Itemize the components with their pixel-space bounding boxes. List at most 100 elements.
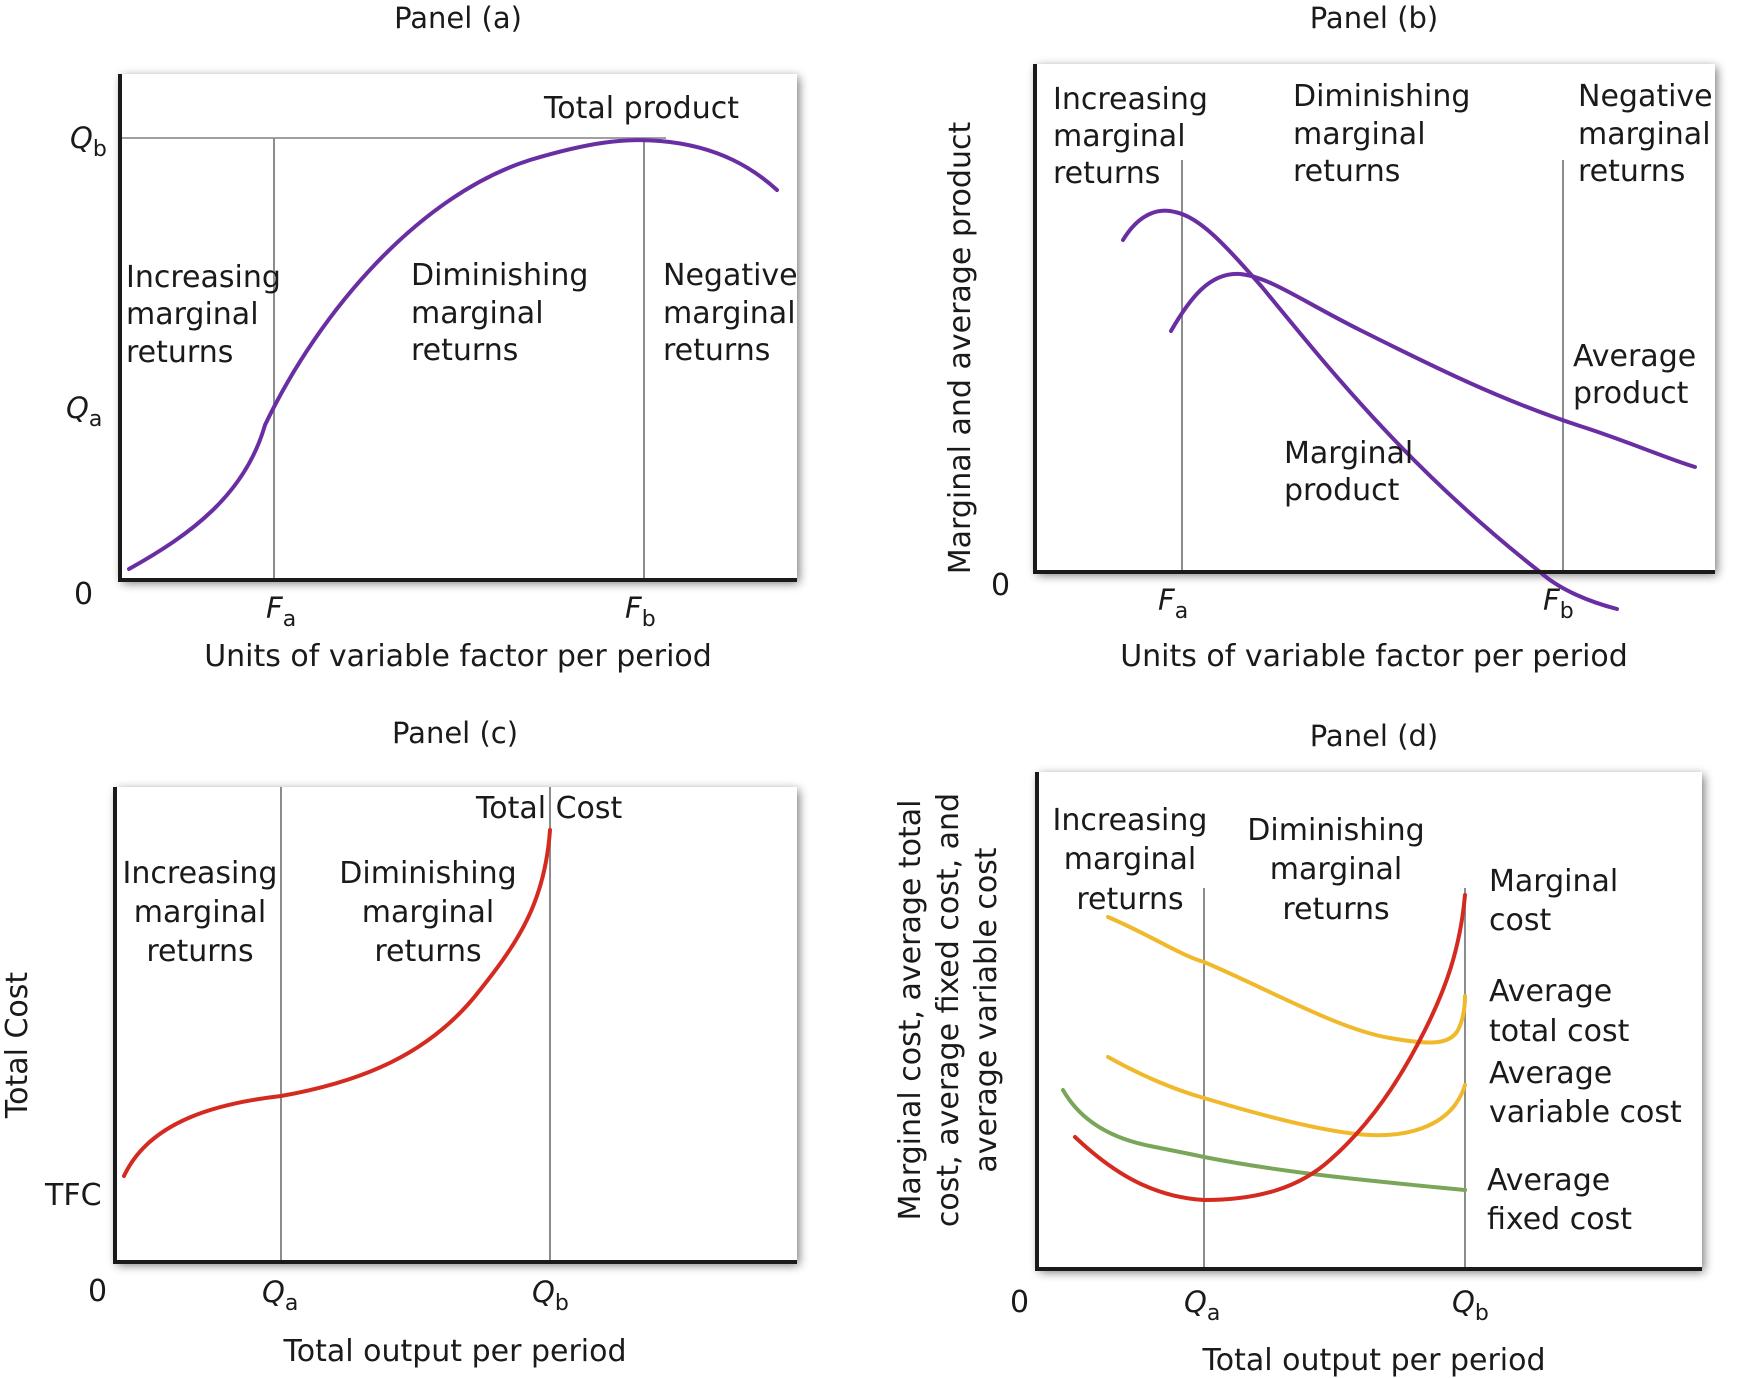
panel-a-qa-tick: Qa [66,391,102,432]
panel-c-region-increasing: Increasing marginal returns [123,856,278,969]
average-fixed-cost-curve [1061,1088,1467,1192]
panel-a-xlabel: Units of variable factor per period [204,639,712,674]
average-fixed-cost-label: Average fixed cost [1487,1163,1632,1237]
region-label-line: returns [126,335,233,370]
panel-d: Panel (d) Increasing marginal returns Di… [893,719,1702,1378]
panel-b-fb-tick: Fb [1543,583,1574,624]
panel-c-qa-tick: Qa [262,1275,298,1316]
region-label-line: returns [1053,156,1160,191]
marginal-cost-curve [1073,893,1467,1202]
panel-d-origin: 0 [1010,1285,1029,1320]
average-product-label: Average product [1573,339,1696,411]
total-cost-curve [122,828,552,1178]
panel-a-frame [120,74,797,580]
panel-c-frame [115,787,797,1262]
total-product-label: Total product [543,91,739,126]
panel-b-title: Panel (b) [1310,1,1439,35]
panel-d-axes [1035,772,1702,1271]
panel-c: Panel (c) Total Cost Increasing marginal… [0,716,797,1369]
region-label-line: Diminishing [1247,813,1424,848]
panel-c-origin: 0 [88,1274,107,1309]
panel-d-ylabel-line: Marginal cost, average total [893,800,928,1221]
series-label-line: Average [1487,1163,1610,1198]
tfc-label: TFC [44,1178,102,1213]
panel-b-xlabel: Units of variable factor per period [1120,639,1628,674]
panel-c-ylabel: Total Cost [0,972,35,1120]
region-label-line: marginal [1053,119,1186,154]
panel-b-origin: 0 [991,568,1010,603]
series-label-line: product [1573,376,1689,411]
panel-d-region-increasing: Increasing marginal returns [1053,803,1208,917]
panel-b-axes [1033,64,1715,574]
region-label-line: Diminishing [339,856,516,891]
panel-d-qb-tick: Qb [1452,1285,1489,1326]
region-label-line: marginal [1293,117,1426,152]
average-total-cost-curve [1106,915,1467,1045]
region-label-line: returns [1282,892,1389,927]
average-total-cost-label: Average total cost [1489,974,1630,1049]
panel-d-ylabel-line: average variable cost [969,847,1004,1172]
series-label-line: Average [1489,1056,1612,1091]
region-label-line: marginal [411,296,544,331]
series-label-line: Average [1573,339,1696,374]
region-label-line: marginal [1064,842,1197,877]
region-label-line: marginal [134,895,267,930]
average-variable-cost-curve [1106,1055,1467,1138]
region-label-line: Diminishing [411,258,588,293]
marginal-cost-label: Marginal cost [1489,864,1618,938]
series-label-line: Marginal [1284,436,1413,471]
region-label-line: marginal [663,296,796,331]
panel-a-origin: 0 [74,577,93,612]
panel-b-fa-tick: Fa [1158,583,1188,624]
panel-a-title: Panel (a) [394,1,522,35]
series-label-line: Average [1489,974,1612,1009]
series-label-line: Marginal [1489,864,1618,899]
region-label-line: Diminishing [1293,79,1470,114]
marginal-product-curve [1121,208,1619,611]
region-label-line: Increasing [126,260,281,295]
region-label-line: returns [146,934,253,969]
panel-a-fb-tick: Fb [625,591,656,632]
panel-b-ylabel: Marginal and average product [943,122,978,575]
region-label-line: marginal [126,297,259,332]
region-label-line: marginal [1270,852,1403,887]
region-label-line: Negative [1578,79,1713,114]
panel-b: Panel (b) Increasing marginal returns Di… [943,1,1715,674]
panel-c-xlabel: Total output per period [282,1334,626,1369]
series-label-line: product [1284,473,1400,508]
panel-a-axes [118,74,797,582]
panel-d-title: Panel (d) [1310,719,1439,753]
region-label-line: marginal [362,895,495,930]
panel-d-ylabel: Marginal cost, average total cost, avera… [893,793,1004,1227]
region-label-line: Negative [663,258,798,293]
panel-a-fa-tick: Fa [266,591,296,632]
panel-c-axes [113,787,797,1264]
panel-b-region-negative: Negative marginal returns [1578,79,1713,189]
panel-d-xlabel: Total output per period [1201,1343,1545,1378]
region-label-line: returns [374,934,481,969]
series-label-line: fixed cost [1487,1202,1632,1237]
region-label-line: marginal [1578,117,1711,152]
series-label-line: total cost [1489,1014,1630,1049]
average-variable-cost-label: Average variable cost [1489,1056,1682,1130]
panel-a: Panel (a) Total product Increasing margi… [66,1,798,674]
panel-b-region-diminishing: Diminishing marginal returns [1293,79,1470,189]
region-label-line: Increasing [123,856,278,891]
panel-a-region-negative: Negative marginal returns [663,258,798,368]
panel-b-region-increasing: Increasing marginal returns [1053,82,1208,191]
panel-c-region-diminishing: Diminishing marginal returns [339,856,516,969]
total-product-curve [127,138,779,571]
panel-a-qb-tick: Qb [70,121,107,162]
region-label-line: Increasing [1053,82,1208,117]
average-product-curve [1169,271,1697,469]
panel-d-ylabel-line: cost, average fixed cost, and [931,793,966,1227]
region-label-line: returns [411,333,518,368]
region-label-line: Increasing [1053,803,1208,838]
total-cost-label: Total Cost [475,791,623,826]
series-label-line: variable cost [1489,1095,1682,1130]
region-label-line: returns [663,333,770,368]
panel-b-frame [1035,64,1715,572]
panel-a-region-increasing: Increasing marginal returns [126,260,281,370]
marginal-product-label: Marginal product [1284,436,1413,508]
